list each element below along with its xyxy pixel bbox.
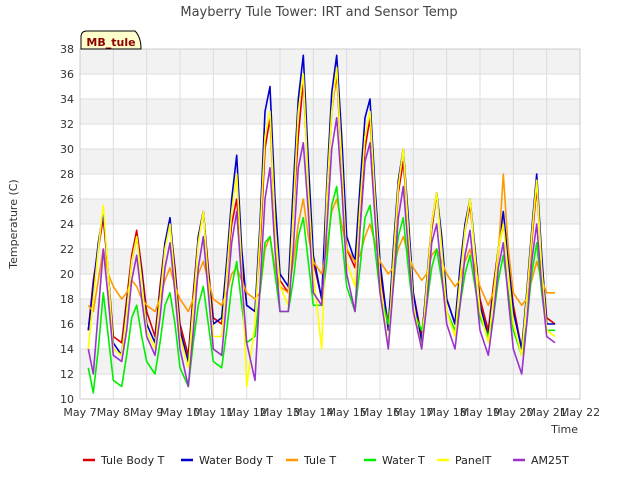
legend-label-panelt: PanelT (455, 454, 492, 467)
y-tick-label: 24 (60, 218, 74, 231)
x-tick-label: May 16 (360, 406, 400, 419)
series-line-am25t (87, 117, 556, 388)
x-tick-label: May 20 (493, 406, 533, 419)
legend-label-tule-t: Tule T (303, 454, 336, 467)
y-tick-label: 18 (60, 293, 74, 306)
plot-band (80, 49, 580, 74)
series-line-panelt (87, 67, 556, 388)
x-tick-label: May 11 (193, 406, 233, 419)
y-tick-label: 16 (60, 318, 74, 331)
x-tick-label: May 18 (427, 406, 467, 419)
legend-label-water-t: Water T (382, 454, 425, 467)
series-line-tule-t (87, 173, 555, 313)
y-tick-label: 10 (60, 393, 74, 406)
y-tick-label: 32 (60, 118, 74, 131)
legend-label-water-body-t: Water Body T (199, 454, 273, 467)
x-tick-label: May 10 (160, 406, 200, 419)
y-tick-label: 14 (60, 343, 74, 356)
y-tick-label: 38 (60, 43, 74, 56)
chart-title: Mayberry Tule Tower: IRT and Sensor Temp (180, 5, 457, 20)
site-tag-label: MB_tule (86, 36, 135, 49)
x-tick-label: May 19 (460, 406, 500, 419)
site-tag-box (80, 30, 142, 50)
y-tick-label: 34 (60, 93, 74, 106)
y-tick-label: 12 (60, 368, 74, 381)
plot-frame (79, 48, 581, 400)
x-tick-label: May 17 (393, 406, 433, 419)
y-tick-label: 26 (60, 193, 74, 206)
y-tick-label: 36 (60, 68, 74, 81)
x-axis-label: Time (550, 423, 578, 436)
legend-label-tule-body-t: Tule Body T (100, 454, 165, 467)
x-tick-label: May 15 (327, 406, 367, 419)
x-tick-label: May 9 (130, 406, 163, 419)
y-tick-label: 28 (60, 168, 74, 181)
series-lines (87, 54, 556, 394)
x-tick-label: May 22 (560, 406, 600, 419)
y-tick-label: 22 (60, 243, 74, 256)
site-tag: MB_tule (80, 30, 142, 50)
x-tick-label: May 13 (260, 406, 300, 419)
legend: Tule Body T Water Body T Tule T Water T Pane… (83, 454, 569, 467)
x-tick-label: May 12 (227, 406, 267, 419)
x-tick-label: May 21 (527, 406, 567, 419)
x-tick-label: May 14 (293, 406, 333, 419)
x-tick-label: May 7 (63, 406, 96, 419)
legend-label-am25t: AM25T (531, 454, 569, 467)
y-tick-label: 30 (60, 143, 74, 156)
y-tick-label: 20 (60, 268, 74, 281)
x-tick-label: May 8 (97, 406, 130, 419)
y-axis-label: Temperature (C) (7, 179, 20, 269)
plot-band (80, 349, 580, 374)
y-axis-ticks: 10 12 14 16 18 20 22 24 26 28 30 32 34 36 38 (60, 43, 74, 406)
